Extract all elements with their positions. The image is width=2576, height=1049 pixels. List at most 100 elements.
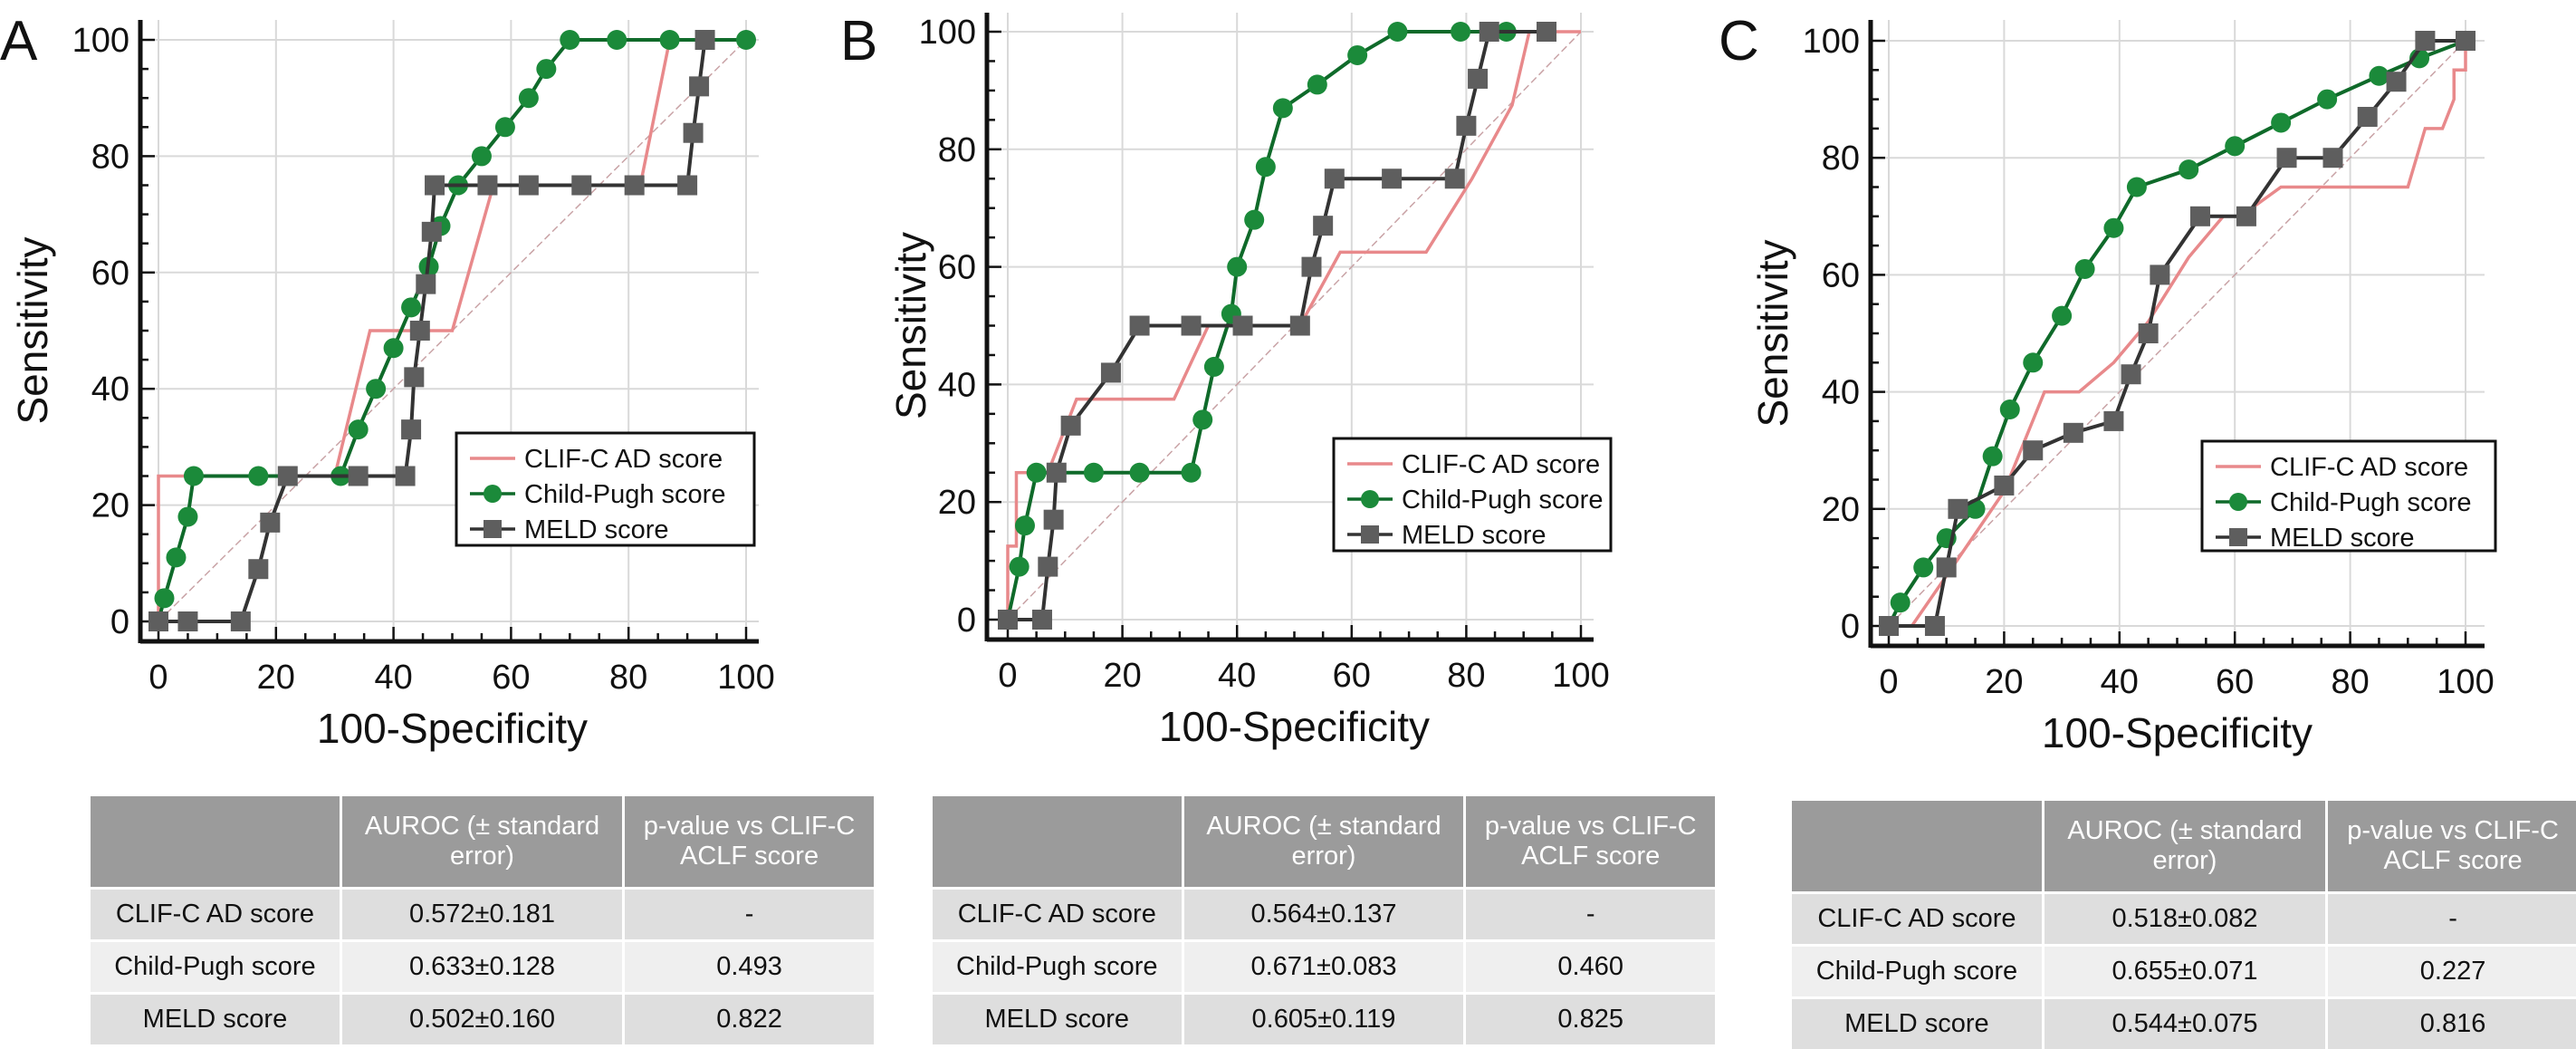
data-point: [1009, 556, 1029, 577]
y-axis-label: Sensitivity: [9, 236, 56, 424]
data-point: [1982, 446, 2003, 467]
legend-marker: [1361, 490, 1379, 508]
data-point: [1060, 415, 1081, 436]
x-tick-label: 40: [374, 659, 412, 697]
y-tick-label: 80: [91, 138, 129, 176]
legend-label: CLIF-C AD score: [524, 445, 723, 474]
y-tick-label: 100: [1803, 23, 1860, 61]
data-point: [1244, 209, 1265, 230]
data-point: [736, 30, 756, 50]
table-header-cell: AUROC (± standard error): [1183, 796, 1464, 887]
table-header-cell: p-value vs CLIF-C ACLF score: [1466, 796, 1715, 887]
x-axis-label: 100-Specificity: [1159, 703, 1430, 750]
legend-marker: [2229, 528, 2247, 546]
roc-panel-c: 0 20 40 60 80 100 0 20 40 60 80 100 C 100-Specificity…: [1719, 10, 2497, 756]
data-point: [2225, 136, 2246, 157]
data-point: [183, 466, 204, 486]
table-cell: 0.671±0.083: [1183, 942, 1464, 992]
x-tick-label: 0: [998, 657, 1017, 695]
data-point: [2126, 177, 2147, 197]
data-point: [683, 122, 704, 143]
y-tick-label: 20: [91, 487, 129, 525]
x-tick-label: 40: [2101, 663, 2139, 701]
table-cell: 0.572±0.181: [341, 890, 623, 939]
data-point: [1181, 462, 1202, 483]
y-tick-label: 40: [1822, 374, 1860, 412]
data-point: [148, 611, 168, 631]
y-axis-label: Sensitivity: [887, 232, 934, 419]
legend-label: Child-Pugh score: [524, 480, 725, 509]
data-point: [2456, 31, 2475, 51]
y-tick-label: 0: [1841, 608, 1860, 646]
data-point: [477, 175, 498, 196]
series-child-pugh-score: [1879, 31, 2475, 636]
data-point: [409, 321, 430, 341]
data-point: [1255, 157, 1276, 178]
legend-label: MELD score: [2270, 524, 2415, 553]
data-point: [166, 547, 187, 568]
table-header-cell: p-value vs CLIF-C ACLF score: [625, 796, 874, 887]
y-tick-label: 60: [1822, 256, 1860, 294]
legend: CLIF-C AD score Child-Pugh score MELD scor…: [2200, 439, 2497, 553]
x-tick-label: 60: [1333, 657, 1371, 695]
auroc-table-a: AUROC (± standard error) p-value vs CLIF-…: [91, 796, 874, 1044]
table-cell: 0.564±0.137: [1183, 890, 1464, 939]
data-point: [2074, 258, 2095, 279]
data-point: [348, 419, 369, 440]
data-point: [607, 30, 627, 50]
auroc-table-b: AUROC (± standard error) p-value vs CLIF-…: [933, 796, 1715, 1044]
y-tick-label: 40: [938, 366, 976, 404]
data-point: [2179, 159, 2199, 180]
data-point: [2415, 31, 2436, 51]
y-tick-label: 100: [919, 14, 976, 52]
table-row-label: CLIF-C AD score: [933, 890, 1182, 939]
data-point: [277, 466, 298, 486]
data-point: [1307, 74, 1327, 95]
table-cell: 0.544±0.075: [2044, 999, 2326, 1049]
data-point: [2121, 364, 2141, 385]
data-point: [404, 367, 425, 388]
y-tick-label: 0: [110, 603, 129, 641]
data-point: [2236, 206, 2256, 226]
table-header-cell: [1792, 801, 2042, 891]
table-header-cell: AUROC (± standard error): [341, 796, 623, 887]
data-point: [383, 338, 404, 359]
data-point: [1890, 592, 1910, 613]
legend: CLIF-C AD score Child-Pugh score MELD scor…: [455, 431, 756, 547]
data-point: [1272, 98, 1293, 119]
data-point: [177, 506, 198, 527]
legend-label: Child-Pugh score: [1402, 486, 1603, 515]
table-cell: 0.605±0.119: [1183, 995, 1464, 1044]
table-cell: 0.460: [1466, 942, 1715, 992]
legend-label: CLIF-C AD score: [2270, 453, 2468, 482]
series-meld-score: [1879, 31, 2475, 636]
data-point: [1046, 462, 1067, 483]
table-cell: -: [2328, 894, 2576, 944]
table-header-cell: AUROC (± standard error): [2044, 801, 2326, 891]
data-point: [1456, 115, 1477, 136]
series-meld-score: [998, 22, 1557, 630]
panel-letter: C: [1719, 10, 1759, 72]
x-axis-label: 100-Specificity: [2042, 709, 2313, 756]
table-row-label: Child-Pugh score: [1792, 947, 2042, 996]
table-cell: -: [625, 890, 874, 939]
data-point: [1038, 556, 1058, 577]
data-point: [998, 610, 1018, 630]
x-tick-label: 40: [1218, 657, 1256, 695]
x-tick-label: 20: [1103, 657, 1141, 695]
reference-diagonal: [1007, 31, 1582, 621]
table-cell: -: [1466, 890, 1715, 939]
table-header-cell: [933, 796, 1182, 887]
table-cell: 0.633±0.128: [341, 942, 623, 992]
data-point: [471, 146, 492, 167]
data-point: [1301, 256, 1322, 277]
data-point: [421, 221, 442, 242]
data-point: [677, 175, 698, 196]
data-point: [2138, 323, 2159, 343]
data-point: [2103, 410, 2124, 431]
data-point: [1227, 256, 1248, 277]
table-row-label: CLIF-C AD score: [1792, 894, 2042, 944]
auroc-table-c: AUROC (± standard error) p-value vs CLIF-…: [1792, 801, 2576, 1049]
data-point: [1924, 616, 1945, 636]
data-point: [2150, 265, 2170, 285]
